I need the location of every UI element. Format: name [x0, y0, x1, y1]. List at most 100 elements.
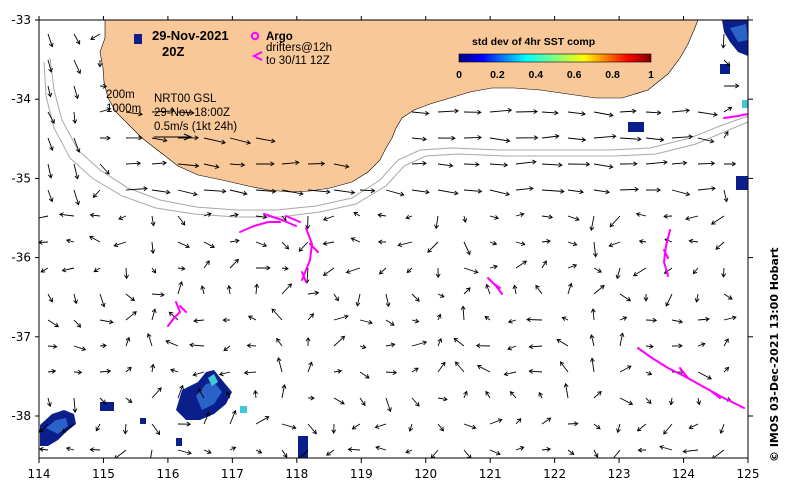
current-arrow: [411, 160, 427, 166]
current-arrow: [170, 368, 179, 373]
current-arrow: [515, 260, 528, 269]
current-arrow: [307, 161, 326, 167]
current-arrow: [671, 160, 688, 166]
current-arrow: [151, 292, 165, 298]
current-arrow: [688, 238, 699, 244]
current-arrow: [99, 368, 112, 374]
x-tick-label: 121: [479, 467, 502, 481]
current-arrow: [610, 449, 621, 458]
current-arrow: [712, 449, 725, 458]
current-arrow: [512, 284, 518, 295]
current-arrow: [99, 163, 110, 175]
sst-patch-southwest: [40, 402, 146, 446]
current-arrow: [177, 449, 192, 456]
colorbar-tick-label: 0: [456, 69, 462, 81]
current-arrow: [645, 187, 662, 193]
current-arrow: [47, 189, 54, 203]
current-arrow: [489, 137, 511, 144]
current-arrow: [281, 283, 292, 295]
current-arrow: [489, 240, 498, 246]
current-arrow: [203, 212, 212, 217]
current-arrow: [177, 384, 184, 399]
current-arrow: [47, 137, 54, 152]
current-arrow: [73, 369, 83, 375]
plot-frame: [38, 19, 749, 459]
current-arrow: [177, 110, 195, 116]
current-arrow: [61, 423, 75, 433]
current-arrow: [99, 135, 111, 141]
current-arrow: [411, 367, 419, 373]
current-arrow: [150, 215, 156, 227]
current-arrow: [453, 337, 465, 347]
current-arrow: [99, 293, 106, 308]
current-arrow: [61, 267, 75, 273]
current-arrow: [229, 137, 252, 145]
current-arrow: [643, 294, 649, 302]
current-arrow: [385, 189, 405, 197]
current-arrow: [95, 423, 101, 432]
current-arrow: [541, 110, 559, 116]
current-arrow: [645, 110, 662, 116]
current-arrow: [322, 215, 335, 222]
current-arrow: [437, 189, 459, 196]
current-arrow: [255, 161, 275, 167]
current-arrow: [146, 332, 153, 347]
current-arrow: [375, 445, 387, 451]
current-arrow: [489, 215, 500, 220]
colorbar-tick-label: 0.8: [605, 69, 620, 81]
drifter-track: [487, 277, 503, 295]
current-arrow: [307, 189, 331, 195]
current-arrow: [255, 241, 268, 248]
current-arrow: [177, 281, 184, 295]
current-arrow: [223, 345, 231, 352]
current-arrow: [351, 423, 361, 430]
current-arrow: [226, 391, 231, 399]
current-arrow: [659, 445, 673, 451]
current-arrow: [592, 241, 598, 258]
current-arrow: [696, 397, 702, 406]
current-arrow: [697, 316, 710, 322]
current-arrow: [635, 212, 647, 217]
current-arrow: [515, 109, 538, 114]
current-arrow: [333, 293, 339, 302]
current-arrow: [47, 368, 57, 374]
current-arrow: [255, 214, 268, 220]
current-arrow: [281, 265, 289, 271]
current-arrow: [333, 314, 349, 321]
current-arrow: [333, 163, 350, 169]
current-arrow: [40, 267, 49, 273]
current-arrow: [589, 215, 595, 232]
current-arrow: [281, 160, 300, 166]
product-label-2: 29-Nov 18:00Z: [154, 107, 230, 119]
current-arrow: [39, 446, 49, 452]
current-arrow: [427, 241, 439, 253]
current-arrow: [247, 315, 257, 321]
current-arrow: [723, 338, 729, 347]
y-tick-label: -35: [11, 171, 31, 185]
colorbar-tick-label: 0.6: [567, 69, 582, 81]
current-arrow: [203, 411, 210, 425]
current-arrow: [697, 371, 712, 380]
current-arrow: [437, 293, 445, 298]
current-arrow: [90, 33, 101, 40]
current-arrow: [189, 342, 205, 348]
current-arrow: [645, 397, 652, 405]
current-arrow: [73, 189, 80, 206]
current-arrow: [608, 241, 621, 248]
current-arrow: [567, 449, 575, 456]
current-arrow: [567, 137, 587, 143]
current-arrow: [435, 267, 441, 279]
current-arrow: [307, 423, 317, 435]
current-vectors: [39, 33, 740, 458]
current-arrow: [333, 397, 345, 405]
current-arrow: [305, 336, 311, 347]
current-arrow: [489, 418, 503, 425]
current-arrow: [507, 318, 517, 324]
current-arrow: [93, 267, 101, 273]
current-arrow: [151, 160, 167, 166]
current-arrow: [322, 267, 335, 276]
current-arrow: [411, 318, 420, 324]
current-arrow: [593, 133, 617, 139]
current-arrow: [125, 311, 137, 321]
current-arrow: [430, 449, 439, 458]
